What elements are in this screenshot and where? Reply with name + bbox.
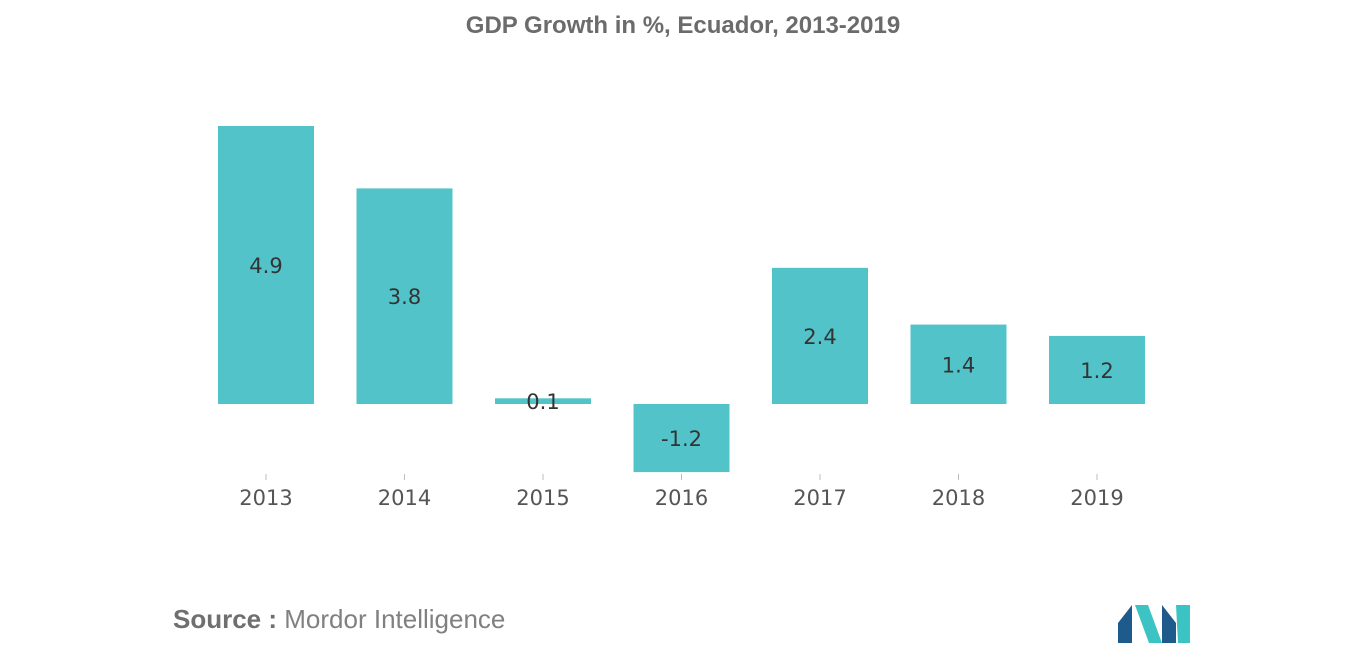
- data-label-2019: 1.2: [1080, 359, 1113, 383]
- data-label-2016: -1.2: [661, 427, 702, 451]
- bar-2019: [1049, 335, 1145, 404]
- bar-2013: [218, 126, 314, 404]
- x-tick-label-2016: 2016: [655, 486, 708, 510]
- bar-2016: [633, 404, 730, 473]
- data-label-2015: 0.1: [526, 390, 559, 414]
- data-label-2018: 1.4: [942, 353, 975, 377]
- x-tick-label-2014: 2014: [378, 486, 431, 510]
- bar-2014: [356, 188, 453, 404]
- source-note: Source : Mordor Intelligence: [173, 604, 505, 635]
- bar-2015: [495, 398, 591, 404]
- x-tick-label-2015: 2015: [516, 486, 569, 510]
- x-tick-label-2018: 2018: [932, 486, 985, 510]
- data-label-2017: 2.4: [803, 325, 836, 349]
- chart-title: GDP Growth in %, Ecuador, 2013-2019: [465, 12, 901, 39]
- bar-2018: [910, 324, 1007, 404]
- x-tick-label-2017: 2017: [793, 486, 846, 510]
- source-text: Mordor Intelligence: [284, 604, 506, 634]
- bar-chart: 4.93.80.1-1.22.41.4 1.2 2013 2014 2015 2016 2…: [218, 126, 1145, 510]
- bar-2017: [772, 267, 868, 404]
- x-tick-label-2019: 2019: [1070, 486, 1123, 510]
- x-axis: 2013 2014 2015 2016 2017 2018 2019: [239, 474, 1124, 510]
- data-label-2014: 3.8: [388, 285, 421, 309]
- source-prefix: Source :: [173, 604, 278, 634]
- x-tick-label-2013: 2013: [239, 486, 292, 510]
- bars-group: [218, 126, 1145, 473]
- data-label-2013: 4.9: [249, 254, 282, 278]
- mordor-logo-icon: [1118, 605, 1190, 643]
- data-labels-group: 4.9 3.8 0.1 -1.2 2.4 1.4 1.2: [249, 254, 1113, 451]
